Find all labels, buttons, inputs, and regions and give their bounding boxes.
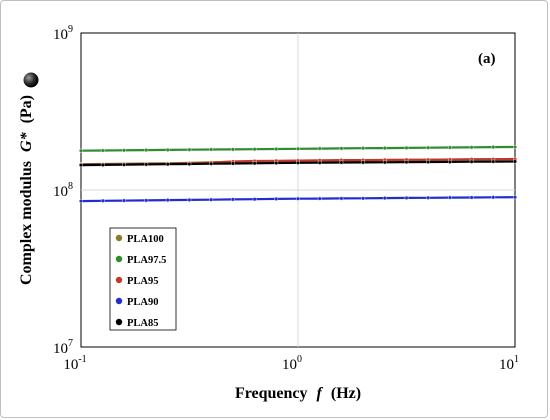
data-point xyxy=(230,161,235,166)
data-point xyxy=(122,162,127,167)
y-axis-label-text: Complex modulus xyxy=(18,161,35,285)
data-point xyxy=(491,159,496,164)
data-point xyxy=(491,145,496,150)
legend-marker xyxy=(115,318,123,326)
data-point xyxy=(469,195,474,200)
data-point xyxy=(404,195,409,200)
series-pla90 xyxy=(78,195,518,204)
data-point xyxy=(296,146,301,151)
data-point xyxy=(122,198,127,203)
svg-text:Complex modulus G*: Complex modulus G* (Pa) xyxy=(18,95,35,285)
y-label-marker-icon xyxy=(23,72,39,88)
data-point xyxy=(382,146,387,151)
tick-labels: 10-1 100 101 107 108 109 xyxy=(53,24,519,373)
data-point xyxy=(230,147,235,152)
grid-lines xyxy=(81,33,515,347)
data-point xyxy=(339,196,344,201)
data-point xyxy=(317,196,322,201)
data-point xyxy=(100,162,105,167)
y-axis-unit: (Pa) xyxy=(18,95,35,123)
data-point xyxy=(469,159,474,164)
data-point xyxy=(274,196,279,201)
legend-label: PLA97.5 xyxy=(127,255,166,266)
data-point xyxy=(144,162,149,167)
data-point xyxy=(252,147,257,152)
data-point xyxy=(491,195,496,200)
data-point xyxy=(209,161,214,166)
data-point xyxy=(252,197,257,202)
series-layer xyxy=(78,144,518,204)
x-tick-label: 10-1 xyxy=(63,354,86,373)
data-point xyxy=(469,145,474,150)
data-point xyxy=(187,197,192,202)
data-point xyxy=(426,195,431,200)
data-point xyxy=(404,160,409,165)
data-point xyxy=(513,144,518,149)
y-tick-label: 107 xyxy=(53,338,73,357)
data-point xyxy=(252,161,257,166)
data-point xyxy=(317,146,322,151)
legend: PLA100 PLA97.5 PLA95 PLA90 PLA85 xyxy=(109,227,177,331)
data-point xyxy=(274,146,279,151)
data-point xyxy=(317,160,322,165)
data-point xyxy=(447,195,452,200)
data-point xyxy=(187,147,192,152)
data-point xyxy=(296,196,301,201)
y-tick-label: 108 xyxy=(53,181,73,200)
legend-marker xyxy=(115,276,123,284)
data-point xyxy=(187,161,192,166)
panel-label: (a) xyxy=(478,51,496,67)
legend-label: PLA95 xyxy=(127,276,159,287)
data-point xyxy=(230,197,235,202)
data-point xyxy=(404,145,409,150)
y-tick-label: 109 xyxy=(53,24,73,43)
legend-label: PLA100 xyxy=(127,234,164,245)
data-point xyxy=(78,199,83,204)
legend-label: PLA85 xyxy=(127,318,159,329)
data-point xyxy=(339,146,344,151)
legend-marker xyxy=(115,297,123,305)
legend-marker xyxy=(115,255,123,263)
data-point xyxy=(339,160,344,165)
data-point xyxy=(382,196,387,201)
data-point xyxy=(361,196,366,201)
data-point xyxy=(274,160,279,165)
data-point xyxy=(296,160,301,165)
x-tick-label: 101 xyxy=(499,354,519,373)
x-axis-unit: (Hz) xyxy=(331,385,361,402)
data-point xyxy=(447,145,452,150)
legend-label: PLA90 xyxy=(127,297,159,308)
data-point xyxy=(426,145,431,150)
data-point xyxy=(78,148,83,153)
x-axis-label-text: Frequency xyxy=(235,385,308,402)
data-point xyxy=(513,159,518,164)
data-point xyxy=(78,163,83,168)
data-point xyxy=(100,198,105,203)
data-point xyxy=(165,198,170,203)
y-axis-label: Complex modulus G* (Pa) xyxy=(18,95,35,285)
data-point xyxy=(144,148,149,153)
series-pla97-5 xyxy=(78,144,518,153)
data-point xyxy=(361,160,366,165)
data-point xyxy=(447,159,452,164)
x-tick-label: 100 xyxy=(282,354,302,373)
x-axis-label: Frequency f (Hz) xyxy=(235,385,361,402)
data-point xyxy=(165,162,170,167)
data-point xyxy=(382,160,387,165)
data-point xyxy=(144,198,149,203)
data-point xyxy=(209,197,214,202)
data-point xyxy=(122,148,127,153)
data-point xyxy=(513,195,518,200)
data-point xyxy=(209,147,214,152)
data-point xyxy=(165,147,170,152)
data-point xyxy=(100,148,105,153)
y-axis-symbol: G* xyxy=(18,131,35,152)
legend-marker xyxy=(115,234,123,242)
series-pla85 xyxy=(78,159,518,168)
data-point xyxy=(426,159,431,164)
x-axis-symbol: f xyxy=(317,385,324,402)
data-point xyxy=(361,146,366,151)
